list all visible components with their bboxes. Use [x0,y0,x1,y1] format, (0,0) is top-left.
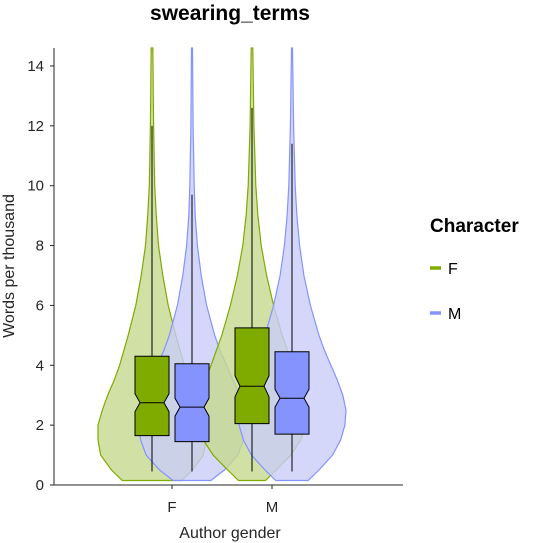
y-tick-label: 10 [27,178,44,195]
x-tick-label: F [167,499,176,516]
y-tick-label: 0 [36,477,44,494]
y-tick-label: 12 [27,118,44,135]
x-axis-label: Author gender [179,525,281,542]
legend-label-m: M [448,306,461,323]
y-ticks: 0 2 4 6 8 10 12 14 [27,58,54,494]
legend-label-f: F [448,261,458,278]
legend: Character F M [430,216,519,323]
y-tick-label: 8 [36,238,44,255]
x-tick-label: M [266,499,279,516]
legend-title: Character [430,216,519,237]
chart-title: swearing_terms [150,2,310,25]
y-tick-label: 4 [36,357,44,374]
plot-area [97,47,347,482]
y-axis-label: Words per thousand [1,194,18,338]
box-m-m [274,351,310,435]
boxplot-layer [134,107,310,472]
box-m-f [234,327,270,425]
box-f-m [174,363,210,443]
y-tick-label: 2 [36,417,44,434]
box-f-f [134,355,170,437]
y-tick-label: 6 [36,297,44,314]
y-tick-label: 14 [27,58,44,75]
